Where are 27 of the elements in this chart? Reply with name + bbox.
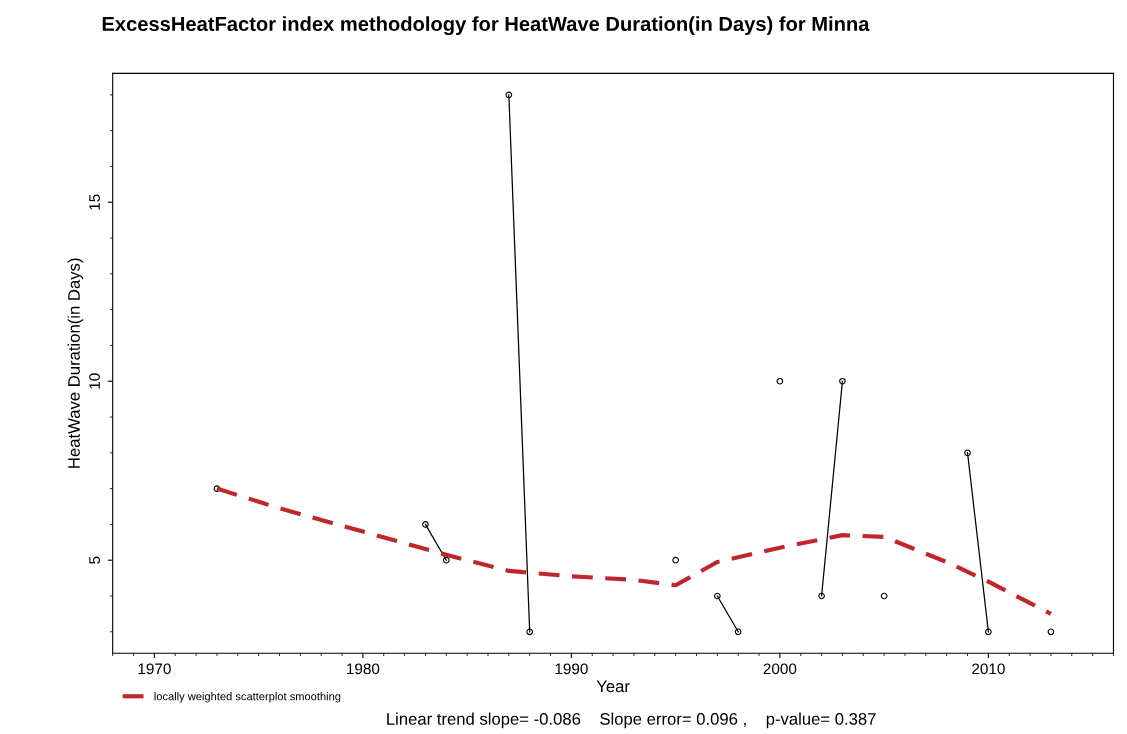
- y-tick-label: 10: [89, 373, 100, 389]
- point: [1047, 628, 1055, 636]
- point: [422, 521, 429, 528]
- x-axis-title: Year: [596, 680, 630, 693]
- x-tick-label: 1970: [138, 663, 171, 675]
- line-series: [214, 486, 1054, 616]
- point: [964, 449, 971, 457]
- x-tick-label: 1990: [555, 663, 588, 675]
- point: [818, 592, 825, 600]
- text: Linear trend slope= -0.086 Slope error= 0.096 , p-value= 0.387: [387, 712, 876, 729]
- point: [442, 556, 450, 564]
- point: [505, 91, 513, 99]
- point: [839, 377, 846, 385]
- point: [714, 592, 721, 600]
- point: [672, 556, 679, 564]
- x-tick-label: 2000: [763, 663, 797, 675]
- x-tick-label: 1980: [347, 663, 380, 675]
- point: [526, 628, 534, 636]
- x-tick-label: 2010: [972, 663, 1005, 675]
- y-tick-label: 15: [89, 194, 100, 210]
- point: [985, 628, 992, 636]
- legend-label: locally weighted scatterplot smoothing: [154, 692, 341, 703]
- point: [734, 628, 742, 636]
- chart-title: ExcessHeatFactor index methodology for HeatWave Duration(in Days) for Minna: [102, 16, 870, 36]
- y-axis-title: HeatWave Duration(in Days): [67, 258, 84, 468]
- point: [776, 377, 784, 385]
- y-tick-label: 5: [89, 556, 100, 564]
